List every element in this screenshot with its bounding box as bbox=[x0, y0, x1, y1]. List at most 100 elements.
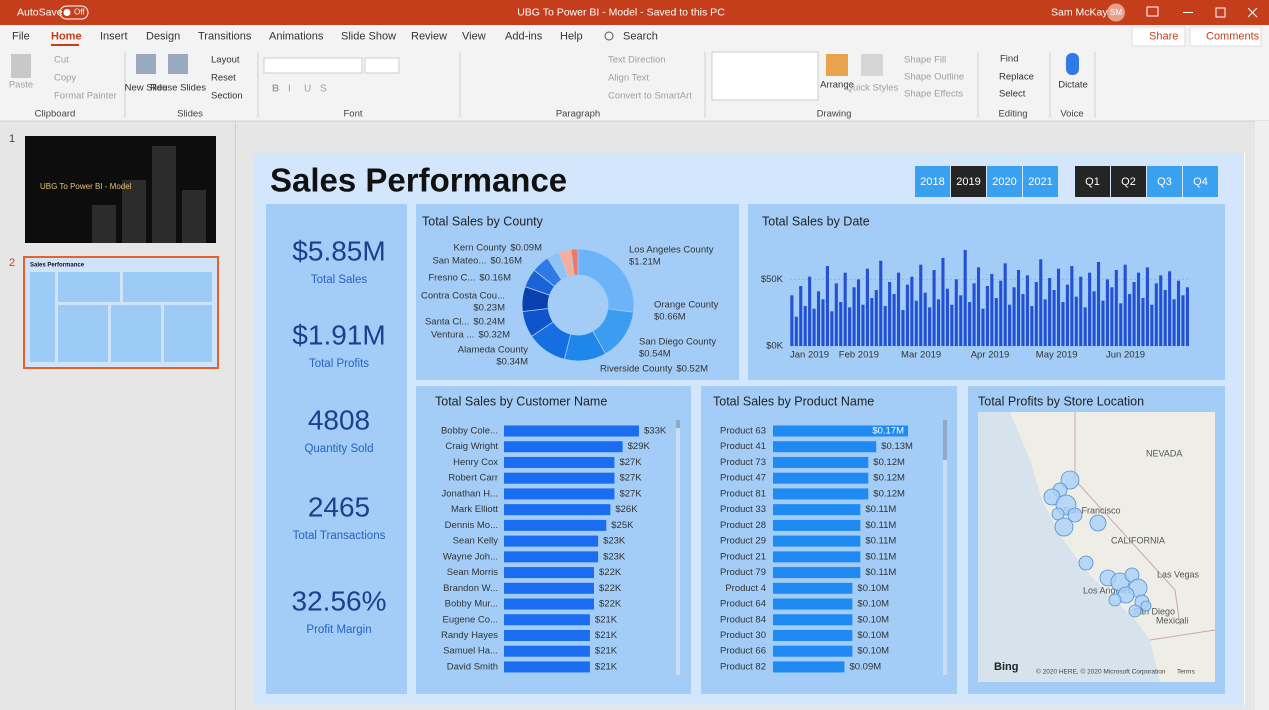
visual-card bbox=[266, 204, 407, 694]
font-size-box[interactable] bbox=[364, 57, 400, 74]
font-name-box[interactable] bbox=[263, 57, 363, 74]
scrollbar[interactable] bbox=[943, 420, 947, 675]
ribbon-tab[interactable]: Help bbox=[560, 30, 583, 42]
bar bbox=[773, 661, 845, 673]
slicer-label[interactable]: Q1 bbox=[1085, 176, 1100, 188]
ribbon-button[interactable]: Reset bbox=[211, 73, 236, 84]
map-bubble[interactable] bbox=[1078, 555, 1094, 571]
ribbon-button[interactable]: Arrange bbox=[820, 80, 854, 91]
slicer-button[interactable] bbox=[1111, 166, 1146, 197]
dictate-icon[interactable] bbox=[1066, 53, 1079, 75]
slicer-button[interactable] bbox=[1075, 166, 1110, 197]
arrange-icon[interactable] bbox=[826, 54, 848, 76]
ribbon-tab[interactable]: Home bbox=[51, 30, 82, 42]
comments-button[interactable] bbox=[1189, 26, 1262, 47]
kpi-label: Quantity Sold bbox=[304, 443, 373, 455]
user-initials[interactable]: SM bbox=[1110, 8, 1122, 17]
slicer-label[interactable]: 2018 bbox=[920, 176, 944, 188]
donut-label: $0.09M bbox=[510, 243, 542, 254]
ribbon-button[interactable]: Cut bbox=[54, 55, 69, 66]
value-label: $25K bbox=[611, 520, 634, 531]
slicer-button[interactable] bbox=[1147, 166, 1182, 197]
map-bubble[interactable] bbox=[1089, 514, 1107, 532]
slicer-label[interactable]: 2019 bbox=[956, 176, 980, 188]
slicer-button[interactable] bbox=[951, 166, 986, 197]
map-bubble[interactable] bbox=[1054, 517, 1074, 537]
paste-icon[interactable] bbox=[11, 54, 31, 78]
ribbon-button[interactable]: Shape Outline bbox=[904, 72, 964, 83]
ribbon-button[interactable]: Reuse Slides bbox=[150, 83, 206, 94]
ribbon-tab[interactable]: Design bbox=[146, 30, 180, 42]
avatar[interactable] bbox=[1107, 3, 1125, 22]
ribbon-tab[interactable]: Add-ins bbox=[505, 30, 543, 42]
font-button[interactable]: B bbox=[272, 84, 279, 95]
ribbon-button[interactable]: New Slide bbox=[125, 83, 168, 94]
ribbon-button[interactable]: Shape Effects bbox=[904, 89, 963, 100]
map-bubble[interactable] bbox=[1140, 600, 1152, 612]
category-label: Jonathan H... bbox=[441, 488, 498, 499]
scrollbar[interactable] bbox=[676, 420, 680, 675]
slicer-button[interactable] bbox=[1023, 166, 1058, 197]
ribbon-tab[interactable]: View bbox=[462, 30, 486, 42]
font-button[interactable]: S bbox=[320, 84, 327, 95]
map-bubble[interactable] bbox=[1067, 507, 1083, 523]
map-bubble[interactable] bbox=[1108, 593, 1122, 607]
ribbon-button[interactable]: Text Direction bbox=[608, 55, 666, 66]
ribbon-button[interactable]: Layout bbox=[211, 55, 240, 66]
scrollbar[interactable] bbox=[1255, 121, 1269, 710]
ribbon-tab[interactable]: Transitions bbox=[198, 30, 252, 42]
ribbon-display[interactable] bbox=[1146, 6, 1159, 17]
map-label: Las Vegas bbox=[1157, 569, 1200, 579]
slicer-button[interactable] bbox=[1183, 166, 1218, 197]
slicer-label[interactable]: 2020 bbox=[992, 176, 1016, 188]
font-button[interactable]: I bbox=[288, 84, 291, 95]
bar bbox=[1163, 290, 1167, 346]
bar bbox=[1003, 263, 1007, 346]
scroll-thumb[interactable] bbox=[943, 420, 947, 460]
ribbon-button[interactable]: Convert to SmartArt bbox=[608, 91, 692, 102]
ribbon-button[interactable]: Align Text bbox=[608, 73, 649, 84]
ribbon-tab[interactable]: File bbox=[12, 30, 30, 42]
ribbon-button[interactable]: Copy bbox=[54, 73, 76, 84]
ribbon-button[interactable]: Section bbox=[211, 91, 243, 102]
bar bbox=[972, 283, 976, 346]
slicer-button[interactable] bbox=[915, 166, 950, 197]
share-label[interactable]: Share bbox=[1149, 30, 1178, 42]
ribbon-tab[interactable]: Review bbox=[411, 30, 447, 42]
slicer-button[interactable] bbox=[987, 166, 1022, 197]
autosave-toggle[interactable] bbox=[59, 5, 89, 20]
share-button[interactable] bbox=[1131, 26, 1186, 47]
maximize[interactable] bbox=[1215, 7, 1226, 18]
ribbon-button[interactable]: Select bbox=[999, 89, 1026, 100]
map-bubble[interactable] bbox=[1060, 470, 1080, 490]
bar bbox=[1105, 279, 1109, 346]
ribbon-button[interactable]: Format Painter bbox=[54, 91, 117, 102]
slicer-label[interactable]: Q3 bbox=[1157, 176, 1172, 188]
map-terms[interactable]: Terms bbox=[1177, 669, 1195, 676]
reuse-slides-icon[interactable] bbox=[168, 54, 188, 74]
bar bbox=[874, 290, 878, 346]
bar bbox=[1088, 272, 1092, 346]
ribbon-button[interactable]: Quick Styles bbox=[846, 83, 899, 94]
ribbon-button[interactable]: Replace bbox=[999, 72, 1034, 83]
close[interactable] bbox=[1247, 7, 1258, 18]
ribbon-button[interactable]: Dictate bbox=[1058, 80, 1088, 91]
slicer-label[interactable]: Q2 bbox=[1121, 176, 1136, 188]
ribbon-tab[interactable]: Slide Show bbox=[341, 30, 396, 42]
scroll-thumb[interactable] bbox=[676, 420, 680, 428]
comments-label[interactable]: Comments bbox=[1206, 30, 1260, 42]
slicer-label[interactable]: 2021 bbox=[1028, 176, 1052, 188]
ribbon-tab[interactable]: Animations bbox=[269, 30, 324, 42]
ribbon-button[interactable]: Find bbox=[1000, 54, 1018, 65]
quick-styles-icon[interactable] bbox=[861, 54, 883, 76]
ribbon-tab[interactable]: Insert bbox=[100, 30, 128, 42]
slicer-label[interactable]: Q4 bbox=[1193, 176, 1208, 188]
ribbon-button[interactable]: Paste bbox=[9, 80, 33, 91]
new-slide-icon[interactable] bbox=[136, 54, 156, 74]
ribbon-button[interactable]: Shape Fill bbox=[904, 55, 946, 66]
value-label: $22K bbox=[599, 583, 622, 594]
map-bubble[interactable] bbox=[1128, 604, 1142, 618]
font-button[interactable]: U bbox=[304, 84, 311, 95]
search-box[interactable]: Search bbox=[623, 30, 658, 42]
shapes-gallery[interactable] bbox=[711, 51, 819, 101]
